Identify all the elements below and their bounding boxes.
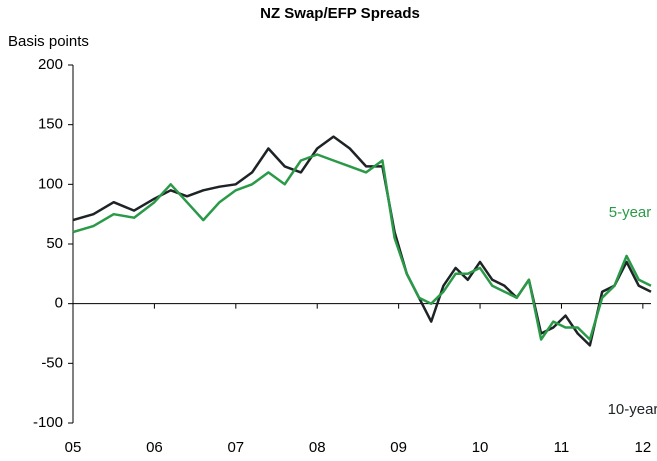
x-tick-label: 09 (390, 439, 407, 456)
y-tick-label: -50 (41, 354, 63, 371)
y-tick-label: 150 (38, 116, 63, 133)
series-line (72, 135, 652, 347)
series-label: 5-year (609, 204, 652, 221)
chart-title: NZ Swap/EFP Spreads (260, 5, 420, 22)
y-tick-label: -100 (33, 414, 63, 431)
y-tick-label: 50 (46, 235, 63, 252)
x-tick-label: 12 (635, 439, 652, 456)
x-tick-label: 06 (146, 439, 163, 456)
series-label: 10-year (608, 401, 657, 418)
y-tick-label: 100 (38, 175, 63, 192)
x-tick-label: 05 (65, 439, 82, 456)
series-line (72, 153, 652, 341)
x-tick-label: 08 (309, 439, 326, 456)
y-tick-label: 200 (38, 56, 63, 73)
x-tick-label: 07 (227, 439, 244, 456)
x-tick-label: 11 (554, 439, 570, 456)
y-axis-label: Basis points (8, 33, 89, 50)
x-tick-label: 10 (472, 439, 489, 456)
y-tick-label: 0 (55, 295, 63, 312)
